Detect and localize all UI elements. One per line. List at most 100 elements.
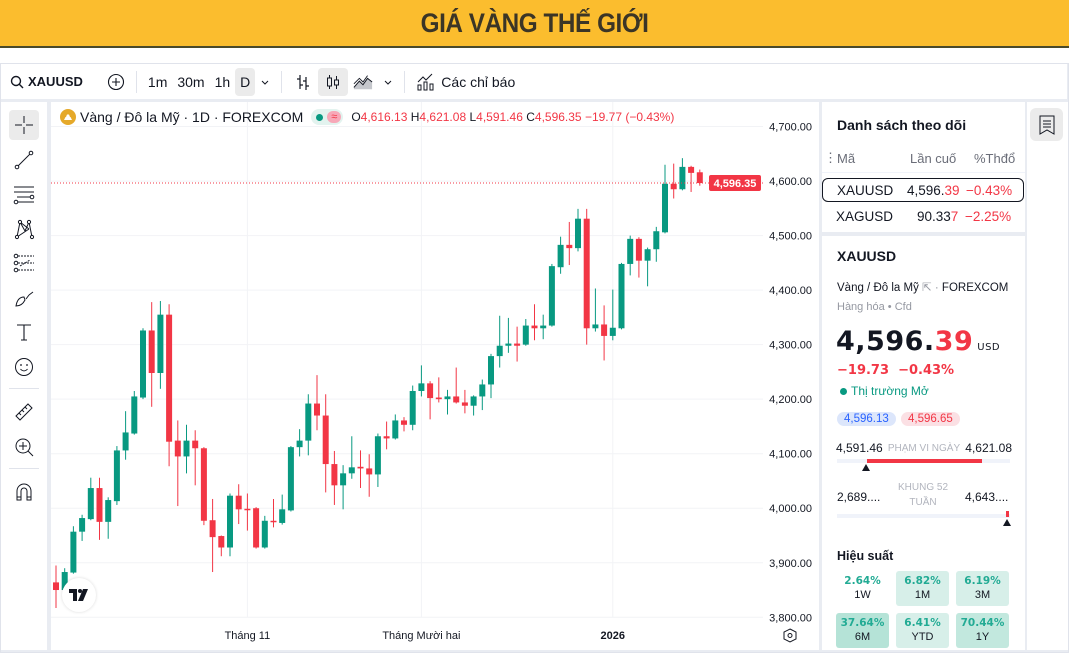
candle-body: [296, 440, 303, 448]
week52-range-fill: [1006, 511, 1009, 517]
measure-tool[interactable]: [9, 397, 39, 427]
candle-body: [392, 420, 399, 439]
tradingview-logo[interactable]: [62, 578, 96, 612]
forecast-tool[interactable]: [9, 248, 39, 278]
symbol-search-button[interactable]: XAUUSD: [5, 68, 88, 96]
ask-badge: 4,596.65: [901, 412, 960, 426]
candle-body: [366, 468, 373, 475]
candlestick-chart[interactable]: 4,700.00 4,600.00 4,500.00 4,400.00 4,300.00…: [51, 102, 819, 650]
y-tick-label: 4,100.00: [769, 449, 812, 461]
area-chart-type-button[interactable]: [348, 68, 378, 96]
emoji-tool[interactable]: [9, 352, 39, 382]
indicators-button[interactable]: Các chỉ báo: [411, 68, 520, 96]
candle-body: [383, 436, 390, 439]
candle: [53, 565, 59, 609]
candle-body: [218, 536, 225, 548]
interval-1h[interactable]: 1h: [214, 73, 231, 90]
symbol-label: XAUUSD: [28, 74, 83, 89]
text-tool[interactable]: [9, 317, 39, 347]
candle-chart-type-button[interactable]: [318, 67, 349, 96]
candle: [548, 263, 555, 327]
candle-body: [696, 172, 703, 184]
performance-title: Hiệu suất: [837, 549, 894, 563]
perf-6m[interactable]: 37.64% 6M: [836, 613, 889, 648]
candle-body: [209, 520, 216, 538]
details-name-line: Vàng / Đô la Mỹ ⇱ · FOREXCOM: [837, 282, 1009, 294]
bid-badge: 4,596.13: [837, 412, 896, 426]
area-chart-icon: [353, 74, 373, 89]
ruler-icon: [15, 403, 33, 421]
zoom-tool[interactable]: [9, 432, 39, 462]
candle-body: [61, 572, 68, 591]
candle-body: [548, 266, 555, 326]
perf-3m[interactable]: 6.19% 3M: [956, 571, 1009, 606]
chart-settings-icon[interactable]: [783, 628, 797, 643]
candle-body: [261, 520, 268, 548]
candle: [435, 377, 442, 403]
candle: [592, 288, 599, 332]
candle-body: [670, 183, 677, 190]
candle-body: [305, 403, 312, 441]
magnet-tool[interactable]: [9, 477, 39, 507]
week52-marker-icon: [1003, 519, 1011, 526]
candle: [505, 317, 512, 353]
candle-body: [87, 488, 94, 520]
brush-tool[interactable]: [9, 283, 39, 313]
candle: [87, 477, 94, 521]
candle: [166, 304, 173, 467]
interval-d[interactable]: D: [235, 67, 256, 96]
candle: [270, 498, 277, 528]
y-tick-label: 4,300.00: [769, 340, 812, 352]
bar-chart-type-button[interactable]: [288, 68, 318, 96]
day-range-bar: [837, 459, 1010, 463]
external-link-icon[interactable]: ⇱: [922, 282, 932, 294]
watchlist-row-xauusd[interactable]: XAUUSD 4,596.39 −0.43%: [822, 178, 1024, 202]
interval-dropdown[interactable]: [255, 68, 275, 96]
watchlist-title: Danh sách theo dõi: [837, 117, 967, 133]
candle: [244, 493, 251, 531]
chart-area[interactable]: 4,700.00 4,600.00 4,500.00 4,400.00 4,300.00…: [51, 102, 819, 650]
watchlist-menu-icon[interactable]: ⋮: [824, 150, 837, 165]
candle: [253, 507, 260, 549]
row-change: −0.43%: [966, 182, 1013, 198]
candle: [627, 235, 634, 276]
week52-range-bar: [837, 511, 1010, 518]
details-price: 4,596.39 USD: [836, 326, 1001, 357]
interval-1m[interactable]: 1m: [147, 73, 168, 90]
trend-line-tool[interactable]: [9, 145, 39, 175]
interval-30m[interactable]: 30m: [177, 73, 205, 90]
chevron-down-icon: [261, 80, 269, 85]
crosshair-tool[interactable]: [9, 110, 39, 140]
y-tick-label: 4,500.00: [769, 231, 812, 243]
watchlist-row-xagusd[interactable]: XAGUSD 90.337 −2.25%: [822, 204, 1025, 228]
details-exchange: FOREXCOM: [941, 282, 1009, 294]
market-status-pill[interactable]: ≈: [311, 109, 344, 125]
fib-tool[interactable]: [9, 179, 39, 209]
candle: [235, 484, 242, 525]
y-tick-label: 4,600.00: [769, 176, 812, 188]
perf-1y[interactable]: 70.44% 1Y: [956, 613, 1009, 648]
divider: [281, 70, 283, 93]
watchlist-toggle-button[interactable]: [1030, 108, 1063, 141]
candle: [79, 514, 86, 541]
candle-body: [183, 440, 190, 457]
candle: [366, 454, 373, 497]
column-header-change[interactable]: %Thđổ: [974, 151, 1016, 166]
column-header-last[interactable]: Lần cuố: [910, 151, 957, 166]
crosshair-icon: [15, 116, 33, 134]
perf-1w[interactable]: 2.64% 1W: [836, 571, 889, 606]
candle-body: [444, 396, 451, 400]
y-tick-label: 3,900.00: [769, 558, 812, 570]
perf-ytd[interactable]: 6.41% YTD: [896, 613, 949, 648]
candle-body: [53, 582, 59, 591]
pattern-tool[interactable]: [9, 214, 39, 244]
candle-body: [140, 330, 146, 398]
candle: [131, 390, 138, 435]
compare-symbol-button[interactable]: [102, 68, 130, 96]
candle: [70, 526, 77, 574]
column-header-symbol[interactable]: Mã: [837, 151, 856, 166]
chart-type-dropdown[interactable]: [378, 68, 398, 96]
candle-body: [374, 436, 381, 475]
candle: [583, 208, 590, 345]
perf-1m[interactable]: 6.82% 1M: [896, 571, 949, 606]
